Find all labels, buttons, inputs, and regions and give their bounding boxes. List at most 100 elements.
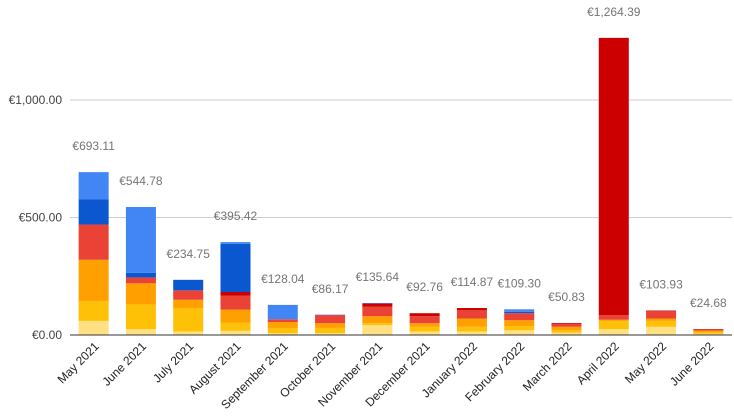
bar-total-label: €693.11: [72, 139, 115, 153]
bar-segment: [551, 330, 582, 333]
bar-segment: [504, 313, 535, 321]
bar-segment: [125, 304, 156, 330]
bar-segment: [409, 313, 440, 317]
bar-segment: [409, 326, 440, 332]
bar-segment: [220, 291, 251, 296]
bar-segment: [78, 259, 109, 301]
bar-segment: [551, 326, 582, 331]
bar-segment: [646, 318, 677, 321]
bar-total-label: €92.76: [406, 280, 443, 294]
bar-segment: [504, 311, 535, 314]
bar-segment: [315, 327, 346, 334]
bar-segment: [646, 310, 677, 312]
x-tick-label: June 2022: [667, 339, 717, 389]
grid-layer: [70, 99, 732, 218]
bar-segment: [504, 320, 535, 327]
bar-segment: [693, 333, 724, 335]
bar-segment: [78, 300, 109, 321]
bar-segment: [173, 279, 204, 291]
bar-segment: [220, 309, 251, 323]
bar-segment: [598, 320, 629, 330]
bar-segment: [362, 323, 393, 326]
bar-segment: [362, 303, 393, 304]
bar-segment: [173, 331, 204, 335]
bar-segment: [220, 243, 251, 292]
bar-segment: [598, 329, 629, 335]
bar-segment: [267, 333, 298, 335]
bar-segment: [78, 224, 109, 260]
bar-total-label: €114.87: [451, 275, 494, 289]
y-tick-label: €500.00: [19, 211, 63, 225]
bar-segment: [504, 309, 535, 312]
label-layer: €693.11 €544.78 €234.75 €395.42 €128.04 €86.1…: [72, 5, 727, 310]
bar-segment: [125, 206, 156, 273]
bar-segment: [551, 332, 582, 335]
bar-total-label: €135.64: [356, 270, 400, 284]
y-tick-label: €1,000.00: [9, 93, 63, 107]
x-tick-label: May 2022: [622, 339, 669, 386]
bar-segment: [362, 306, 393, 317]
bar-segment: [267, 319, 298, 323]
bar-segment: [220, 295, 251, 310]
bar-segment: [173, 307, 204, 332]
bar-total-label: €395.42: [214, 209, 258, 223]
bar-segment: [598, 37, 629, 316]
bar-segment: [362, 303, 393, 307]
bar-segment: [456, 331, 487, 335]
bar-segment: [267, 327, 298, 334]
bar-segment: [409, 316, 440, 324]
bar-segment: [315, 314, 346, 316]
bar-segment: [646, 326, 677, 335]
bar-segment: [220, 322, 251, 331]
bar-segment: [409, 323, 440, 327]
bar-total-label: €50.83: [548, 290, 585, 304]
bar-total-label: €109.30: [498, 276, 542, 290]
bar-segment: [125, 283, 156, 305]
bar-segment: [456, 310, 487, 319]
x-tick-label: April 2022: [574, 339, 622, 387]
bar-segment: [693, 330, 724, 332]
bar-segment: [693, 329, 724, 331]
bar-segment: [598, 315, 629, 320]
bar-segment: [315, 323, 346, 328]
bar-segment: [315, 314, 346, 324]
bar-total-label: €86.17: [312, 282, 349, 296]
bar-segment: [173, 290, 204, 300]
bar-segment: [125, 329, 156, 335]
bar-segment: [78, 172, 109, 200]
bar-segment: [598, 319, 629, 321]
bar-total-label: €234.75: [167, 247, 211, 261]
bar-segment: [220, 330, 251, 335]
bar-segment: [504, 326, 535, 331]
bar-segment: [125, 277, 156, 284]
bar-segment: [646, 320, 677, 327]
bar-segment: [125, 272, 156, 278]
bar-segment: [693, 329, 724, 330]
bar-segment: [78, 320, 109, 335]
x-tick-label: May 2021: [55, 339, 102, 386]
bar-segment: [409, 331, 440, 335]
bar-segment: [456, 326, 487, 332]
bar-segment: [646, 310, 677, 319]
x-tick-label: June 2021: [100, 339, 150, 389]
bar-segment: [551, 323, 582, 327]
bar-segment: [173, 299, 204, 308]
bar-segment: [267, 322, 298, 328]
bar-segment: [362, 325, 393, 335]
bar-segment: [693, 331, 724, 334]
bar-total-label: €24.68: [690, 296, 727, 310]
bar-segment: [456, 308, 487, 311]
bar-segment: [456, 318, 487, 327]
bar-total-label: €128.04: [261, 272, 305, 286]
bar-total-label: €544.78: [119, 174, 163, 188]
bar-segment: [362, 316, 393, 324]
bar-segment: [220, 242, 251, 244]
bar-segment: [267, 304, 298, 320]
bar-segment: [551, 323, 582, 324]
bar-layer: [78, 37, 724, 335]
x-tick-label: March 2022: [520, 339, 575, 394]
x-tick-label: July 2021: [150, 339, 196, 385]
bar-segment: [78, 199, 109, 225]
